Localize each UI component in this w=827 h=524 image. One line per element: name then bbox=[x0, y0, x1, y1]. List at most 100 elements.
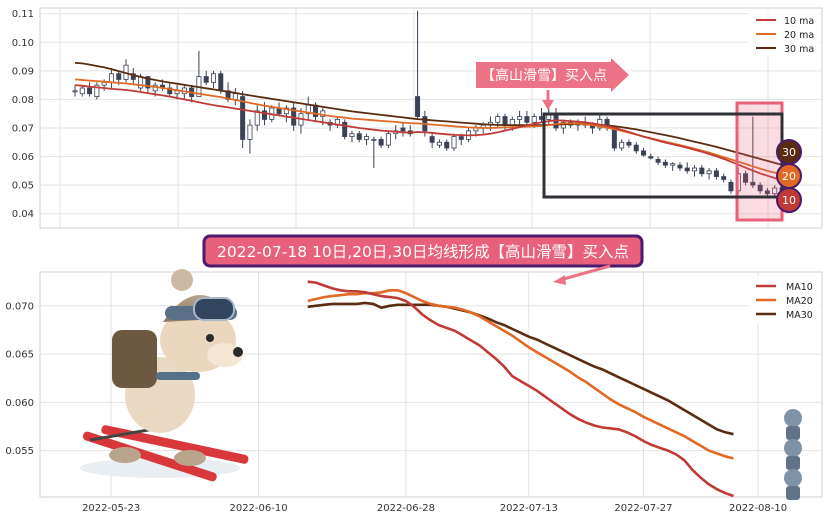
candle-body bbox=[356, 133, 362, 140]
candle-body bbox=[247, 124, 253, 140]
candle-body bbox=[728, 181, 734, 192]
top-line-ma10 bbox=[74, 84, 783, 182]
top-y-tick-label: 0.11 bbox=[12, 9, 34, 20]
ski-left bbox=[82, 431, 217, 482]
banner-text: 2022-07-18 10日,20日,30日均线形成【高山滑雪】买入点 bbox=[217, 243, 629, 261]
candle-body bbox=[436, 141, 442, 146]
bottom-y-tick-labels: 0.055 0.060 0.065 0.070 bbox=[5, 301, 34, 457]
bottom-x-tick-label: 2022-08-10 bbox=[729, 503, 787, 514]
banner-background bbox=[202, 234, 644, 268]
candle-body bbox=[655, 159, 661, 163]
backpack bbox=[112, 330, 157, 388]
robot-2-body bbox=[786, 456, 800, 470]
top-moving-averages bbox=[74, 62, 783, 182]
candle-body bbox=[138, 76, 144, 89]
bottom-y-tick-label: 0.070 bbox=[5, 301, 34, 312]
candle-body bbox=[633, 144, 639, 152]
candle-body bbox=[626, 141, 632, 146]
boot-right bbox=[174, 450, 206, 466]
top-annotation: 【高山滑雪】买入点 bbox=[476, 58, 629, 110]
candle-body bbox=[203, 76, 209, 83]
bottom-x-tick-labels: 2022-05-23 2022-06-10 2022-06-28 2022-07-13… bbox=[82, 503, 787, 514]
bottom-line-ma20 bbox=[307, 288, 734, 460]
candle-body bbox=[611, 127, 617, 149]
candle-body bbox=[385, 133, 391, 146]
candlestick-panel: 0.04 0.05 0.06 0.07 0.08 0.09 0.10 0.11 【高山滑雪】买… bbox=[12, 7, 823, 229]
legend-label-30ma: 30 ma bbox=[784, 44, 814, 55]
robot-characters bbox=[784, 409, 802, 500]
candle-body bbox=[721, 176, 727, 180]
candle-body bbox=[167, 87, 173, 95]
candle-body bbox=[145, 76, 151, 89]
puppy-nose bbox=[233, 347, 243, 357]
candle-body bbox=[757, 184, 763, 192]
beanie-pompom bbox=[171, 269, 193, 291]
ski-right bbox=[101, 425, 249, 464]
robot-3 bbox=[784, 469, 802, 500]
top-y-tick-labels: 0.04 0.05 0.06 0.07 0.08 0.09 0.10 0.11 bbox=[12, 9, 34, 220]
skiing-puppy-illustration bbox=[80, 269, 249, 482]
candle-body bbox=[677, 164, 683, 169]
candle-body bbox=[283, 107, 289, 115]
candle-body bbox=[662, 161, 668, 166]
candle-body bbox=[94, 84, 100, 97]
legend-label-20ma: 20 ma bbox=[784, 30, 814, 41]
boot-left bbox=[109, 447, 141, 463]
top-y-tick-label: 0.10 bbox=[12, 38, 34, 49]
candle-body bbox=[371, 139, 377, 141]
candle-body bbox=[415, 96, 421, 117]
candle-body bbox=[706, 170, 712, 175]
top-y-tick-label: 0.07 bbox=[12, 124, 34, 135]
candle-body bbox=[429, 136, 435, 143]
top-legend: 10 ma 20 ma 30 ma bbox=[748, 11, 820, 57]
ma-line-panel: 0.055 0.060 0.065 0.070 2022-05-23 2022-06-1… bbox=[5, 269, 823, 514]
scarf bbox=[156, 372, 200, 380]
candle-body bbox=[764, 190, 770, 195]
candle-body bbox=[531, 116, 537, 123]
annotation-text: 【高山滑雪】买入点 bbox=[481, 67, 607, 84]
candle-body bbox=[684, 167, 690, 172]
robot-3-head bbox=[784, 469, 802, 487]
bottom-x-tick-label: 2022-06-10 bbox=[229, 503, 287, 514]
candle-body bbox=[232, 93, 238, 100]
robot-1 bbox=[784, 409, 802, 440]
candle-body bbox=[240, 96, 246, 140]
badge-10-text: 10 bbox=[782, 194, 796, 207]
candle-body bbox=[517, 116, 523, 120]
candle-body bbox=[641, 150, 647, 156]
top-y-tick-label: 0.04 bbox=[12, 209, 34, 220]
candle-body bbox=[342, 121, 348, 137]
banner-pointer-head bbox=[553, 275, 566, 285]
candle-body bbox=[670, 163, 676, 166]
candle-body bbox=[750, 181, 756, 186]
legend-label-ma20: MA20 bbox=[786, 296, 813, 307]
candle-body bbox=[262, 110, 268, 120]
puppy-eye bbox=[206, 334, 214, 342]
candle-body bbox=[619, 141, 625, 149]
candle-body bbox=[400, 127, 406, 132]
legend-label-ma30: MA30 bbox=[786, 310, 813, 321]
candle-body bbox=[378, 139, 384, 146]
candle-body bbox=[772, 187, 778, 195]
annotation-pointer-head bbox=[542, 100, 554, 110]
candle-body bbox=[79, 87, 85, 95]
banner-pointer-line bbox=[559, 264, 611, 282]
badge-30-text: 30 bbox=[782, 146, 796, 159]
robot-3-body bbox=[786, 486, 800, 500]
candle-body bbox=[87, 87, 93, 95]
bottom-x-tick-label: 2022-07-27 bbox=[614, 503, 672, 514]
legend-label-ma10: MA10 bbox=[786, 282, 813, 293]
candle-body bbox=[108, 73, 114, 83]
robot-1-body bbox=[786, 426, 800, 440]
candle-body bbox=[692, 167, 698, 172]
candle-body bbox=[444, 141, 450, 149]
top-plot-area bbox=[39, 7, 823, 229]
legend-label-10ma: 10 ma bbox=[784, 16, 814, 27]
signal-highlight-rect bbox=[735, 101, 784, 222]
candle-body bbox=[524, 116, 530, 123]
title-banner: 2022-07-18 10日,20日,30日均线形成【高山滑雪】买入点 bbox=[202, 234, 644, 285]
candle-body bbox=[254, 110, 260, 126]
candle-body bbox=[451, 136, 457, 149]
